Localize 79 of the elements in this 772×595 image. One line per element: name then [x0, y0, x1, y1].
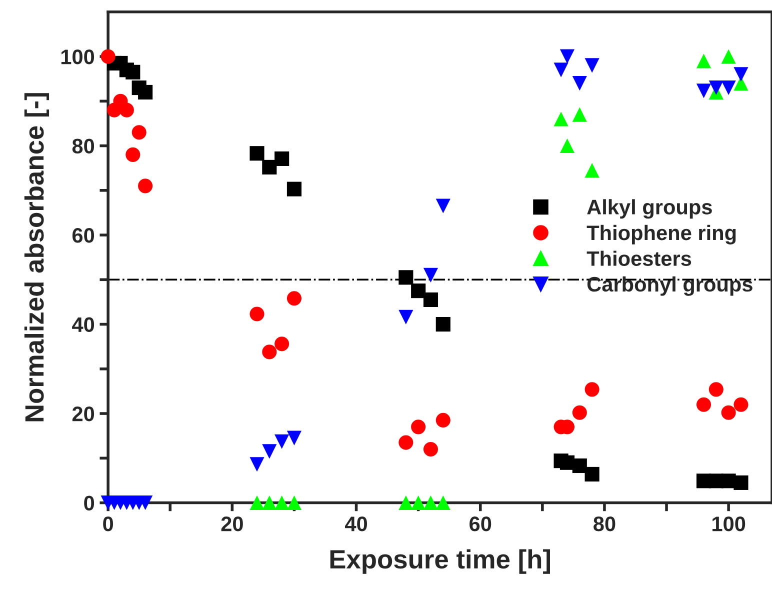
x-tick-label: 100 — [712, 516, 746, 532]
point — [721, 405, 736, 420]
legend-label: Thioesters — [586, 250, 692, 266]
point — [734, 475, 748, 490]
point — [250, 306, 264, 322]
x-tick-label: 80 — [594, 516, 616, 532]
point — [398, 495, 414, 510]
point — [250, 457, 264, 472]
point — [696, 397, 712, 412]
point — [250, 146, 264, 161]
x-tick-label: 40 — [345, 516, 368, 532]
y-tick-label: 0 — [84, 496, 94, 511]
point — [411, 495, 426, 510]
point — [262, 344, 277, 360]
point — [126, 64, 140, 80]
point — [696, 84, 712, 98]
point — [572, 107, 587, 122]
point — [398, 270, 414, 285]
y-tick-label: 20 — [72, 406, 94, 422]
point — [584, 58, 600, 73]
y-tick-label: 40 — [72, 317, 94, 332]
point — [119, 102, 134, 118]
point — [138, 178, 153, 194]
point — [398, 435, 414, 450]
point — [584, 466, 600, 482]
point — [584, 163, 600, 178]
x-tick-label: 60 — [470, 516, 492, 532]
legend-label: Alkyl groups — [587, 199, 712, 219]
point — [126, 147, 140, 162]
point — [436, 316, 450, 332]
point — [721, 49, 736, 64]
point — [584, 382, 600, 397]
point — [398, 310, 414, 324]
x-tick-label: 0 — [103, 516, 114, 532]
point — [560, 138, 575, 154]
point — [262, 495, 277, 510]
point — [411, 420, 426, 434]
point — [708, 80, 724, 96]
point — [572, 405, 587, 420]
point — [286, 430, 302, 446]
x-tick-label: 20 — [221, 516, 243, 532]
point — [572, 76, 587, 91]
point — [560, 49, 575, 64]
point — [100, 49, 116, 64]
point — [708, 382, 724, 397]
y-tick-label: 100 — [61, 50, 94, 64]
point — [262, 160, 277, 174]
point — [274, 151, 290, 166]
point — [286, 182, 302, 196]
y-tick-label: 60 — [72, 228, 94, 243]
y-tick-label: 80 — [72, 138, 94, 154]
point — [274, 434, 290, 449]
point — [436, 495, 450, 510]
point — [423, 268, 438, 282]
point — [436, 412, 450, 428]
point — [138, 84, 153, 100]
point — [423, 292, 438, 308]
point — [734, 397, 748, 412]
point — [554, 62, 568, 78]
point — [554, 112, 568, 126]
point — [274, 495, 290, 510]
point — [286, 291, 302, 306]
point — [572, 458, 587, 474]
x-axis-title: Exposure time [h] — [330, 549, 550, 574]
point — [423, 495, 438, 510]
point — [411, 284, 426, 298]
point — [734, 67, 748, 82]
point — [423, 442, 438, 457]
point — [132, 125, 146, 140]
point — [274, 336, 290, 352]
point — [262, 444, 277, 459]
point — [721, 80, 736, 96]
point — [286, 495, 302, 510]
point — [436, 198, 450, 214]
y-axis-title: Normalized absorbance [-] — [24, 93, 50, 422]
legend-label: Carbonyl groups — [587, 276, 752, 296]
legend-label: Thiophene ring — [586, 224, 736, 244]
point — [250, 495, 264, 510]
point — [696, 54, 712, 68]
